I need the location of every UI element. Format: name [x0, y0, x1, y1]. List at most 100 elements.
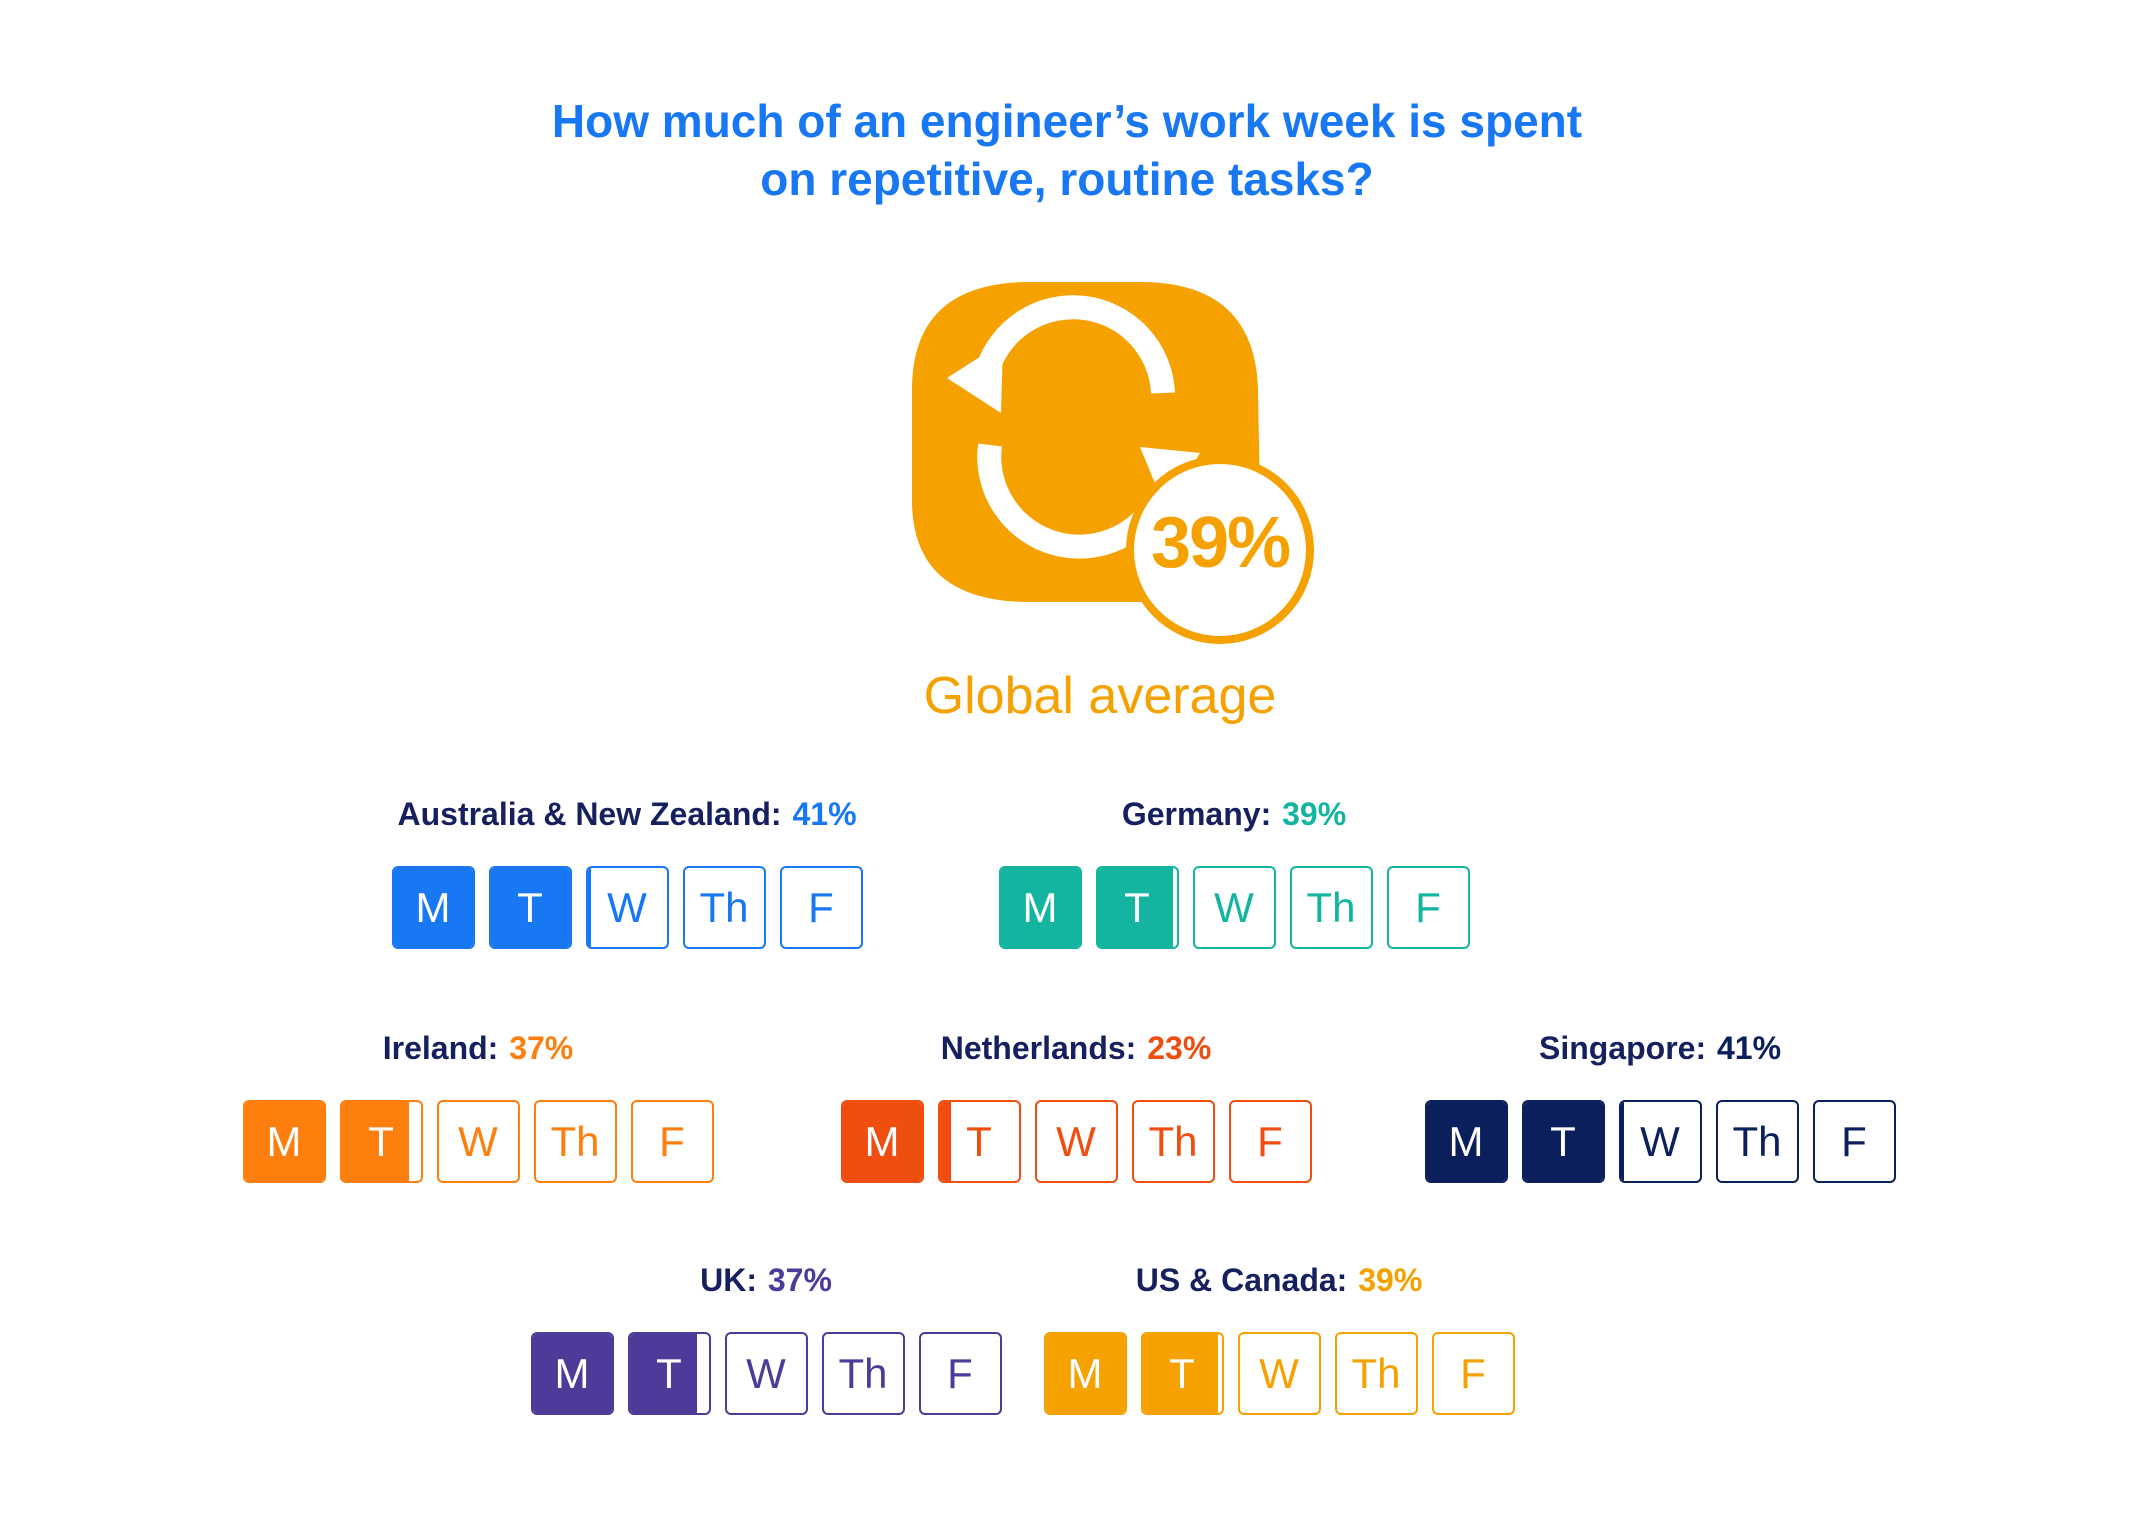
day-fill: [1045, 1334, 1125, 1413]
day-fill: [587, 868, 592, 947]
country-name: Australia & New Zealand:: [397, 796, 782, 832]
day-label: W: [1214, 883, 1254, 931]
country-label: Singapore: 41%: [1380, 1026, 1940, 1070]
day-label: W: [1056, 1117, 1096, 1165]
country-uk: UK: 37% M T W Th F: [486, 1258, 1046, 1415]
day-label: M: [864, 1117, 900, 1165]
day-label: M: [1067, 1349, 1103, 1397]
day-box-th: Th: [1289, 866, 1373, 949]
title-line-1: How much of an engineer’s work week is s…: [551, 95, 1583, 147]
work-week-days: M T W Th F: [1380, 1100, 1940, 1183]
country-us-canada: US & Canada: 39% M T W Th F: [999, 1258, 1559, 1415]
country-label: Australia & New Zealand: 41%: [347, 792, 907, 836]
country-netherlands: Netherlands: 23% M T W Th F: [796, 1026, 1356, 1183]
day-label: F: [1415, 883, 1441, 931]
country-label: US & Canada: 39%: [999, 1258, 1559, 1302]
country-ireland: Ireland: 37% M T W Th F: [198, 1026, 758, 1183]
work-week-days: M T W Th F: [198, 1100, 758, 1183]
day-box-t: T: [1140, 1332, 1224, 1415]
day-box-w: W: [585, 866, 669, 949]
country-value: 41%: [1716, 1030, 1782, 1066]
country-label: Ireland: 37%: [198, 1026, 758, 1070]
day-label: T: [1169, 1349, 1195, 1397]
day-fill: [842, 1102, 922, 1181]
day-label: W: [1640, 1117, 1680, 1165]
day-box-t: T: [1095, 866, 1179, 949]
day-box-m: M: [840, 1100, 924, 1183]
day-label: W: [1259, 1349, 1299, 1397]
day-label: Th: [550, 1117, 600, 1165]
day-fill: [393, 868, 473, 947]
day-label: F: [1841, 1117, 1867, 1165]
day-box-f: F: [779, 866, 863, 949]
day-fill: [629, 1334, 697, 1413]
day-label: F: [808, 883, 834, 931]
work-week-days: M T W Th F: [954, 866, 1514, 949]
day-box-th: Th: [1715, 1100, 1799, 1183]
day-label: W: [746, 1349, 786, 1397]
day-label: T: [656, 1349, 682, 1397]
day-box-t: T: [339, 1100, 423, 1183]
day-label: M: [1022, 883, 1058, 931]
day-label: M: [1448, 1117, 1484, 1165]
day-box-w: W: [1192, 866, 1276, 949]
day-label: Th: [838, 1349, 888, 1397]
day-box-m: M: [1424, 1100, 1508, 1183]
day-label: Th: [1732, 1117, 1782, 1165]
work-week-days: M T W Th F: [999, 1332, 1559, 1415]
day-label: F: [1460, 1349, 1486, 1397]
day-fill: [532, 1334, 612, 1413]
country-australia-new-zealand: Australia & New Zealand: 41% M T W Th F: [347, 792, 907, 949]
day-box-m: M: [998, 866, 1082, 949]
day-label: T: [368, 1117, 394, 1165]
day-box-th: Th: [682, 866, 766, 949]
global-average-graphic: 39%: [910, 280, 1330, 650]
country-value: 39%: [1282, 796, 1347, 832]
day-fill: [1097, 868, 1173, 947]
day-label: Th: [1351, 1349, 1401, 1397]
day-fill: [1620, 1102, 1625, 1181]
country-label: Germany: 39%: [954, 792, 1514, 836]
country-germany: Germany: 39% M T W Th F: [954, 792, 1514, 949]
day-fill: [490, 868, 570, 947]
work-week-days: M T W Th F: [486, 1332, 1046, 1415]
day-box-w: W: [1034, 1100, 1118, 1183]
day-box-m: M: [530, 1332, 614, 1415]
work-week-days: M T W Th F: [347, 866, 907, 949]
day-box-w: W: [436, 1100, 520, 1183]
day-label: M: [415, 883, 451, 931]
day-box-th: Th: [1334, 1332, 1418, 1415]
day-box-f: F: [1228, 1100, 1312, 1183]
country-value: 37%: [767, 1262, 832, 1298]
day-fill: [244, 1102, 324, 1181]
country-value: 39%: [1358, 1262, 1423, 1298]
day-label: T: [1550, 1117, 1576, 1165]
day-box-th: Th: [1131, 1100, 1215, 1183]
day-fill: [1426, 1102, 1506, 1181]
day-label: W: [458, 1117, 498, 1165]
global-average-value: 39%: [1150, 503, 1291, 583]
day-box-th: Th: [821, 1332, 905, 1415]
day-fill: [1000, 868, 1080, 947]
day-box-t: T: [1521, 1100, 1605, 1183]
day-box-m: M: [391, 866, 475, 949]
day-label: F: [659, 1117, 685, 1165]
title-line-2: on repetitive, routine tasks?: [760, 153, 1374, 205]
day-label: M: [266, 1117, 302, 1165]
country-value: 41%: [792, 796, 857, 832]
day-label: Th: [1148, 1117, 1198, 1165]
day-box-m: M: [242, 1100, 326, 1183]
global-average-label: Global average: [923, 667, 1277, 725]
day-label: Th: [699, 883, 749, 931]
day-label: T: [966, 1117, 992, 1165]
country-singapore: Singapore: 41% M T W Th F: [1380, 1026, 1940, 1183]
country-value: 23%: [1147, 1030, 1212, 1066]
country-value: 37%: [509, 1030, 574, 1066]
country-name: Germany:: [1121, 796, 1272, 832]
day-label: M: [554, 1349, 590, 1397]
day-box-f: F: [630, 1100, 714, 1183]
day-box-m: M: [1043, 1332, 1127, 1415]
day-box-w: W: [1237, 1332, 1321, 1415]
day-fill: [939, 1102, 952, 1181]
day-label: T: [517, 883, 543, 931]
